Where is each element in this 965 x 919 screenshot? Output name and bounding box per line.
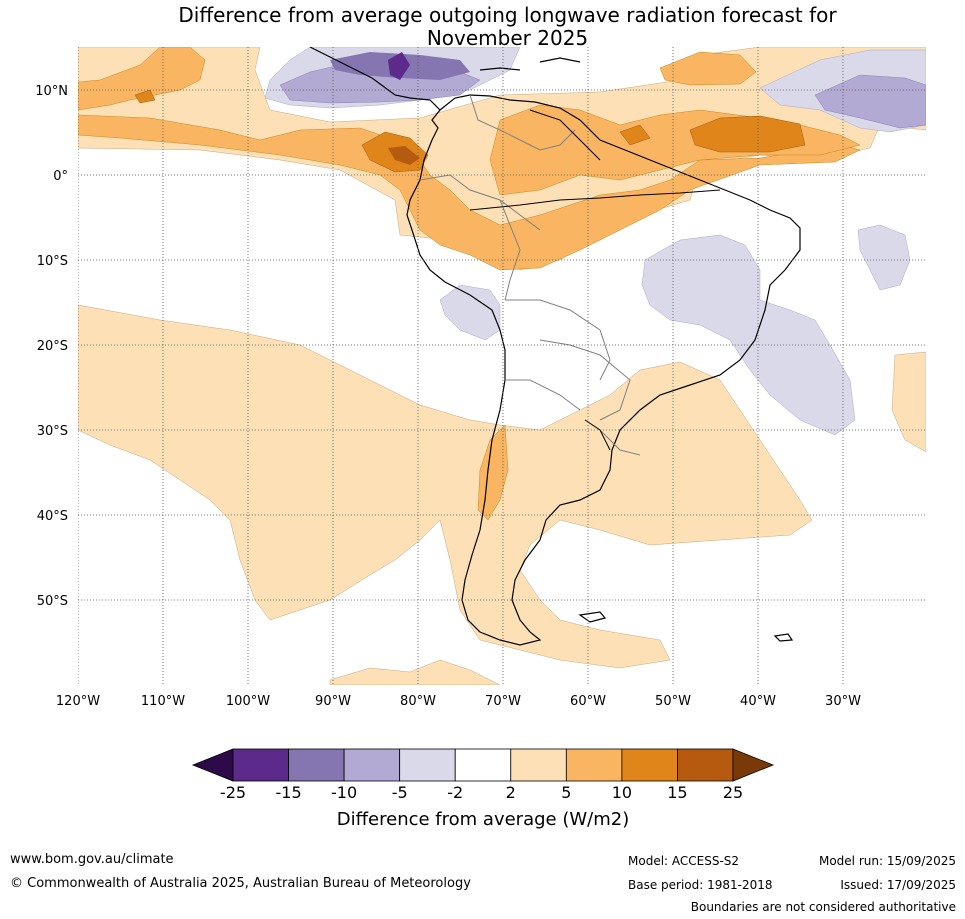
colorbar-arrow-min xyxy=(191,748,234,782)
lon-label: 100°W xyxy=(226,694,270,709)
lat-label: 30°S xyxy=(37,424,68,439)
title-line-1: Difference from average outgoing longwav… xyxy=(178,3,837,27)
lon-label: 50°W xyxy=(655,694,691,709)
colorbar-tick-label: -15 xyxy=(275,783,301,802)
website-text: www.bom.gov.au/climate xyxy=(10,852,174,867)
colorbar-swatch xyxy=(677,748,734,782)
colorbar-tick-label: -2 xyxy=(447,783,463,802)
lat-label: 10°S xyxy=(37,254,68,269)
colorbar-tick-label: 2 xyxy=(506,783,516,802)
colorbar-tick-label: 25 xyxy=(723,783,743,802)
lon-label: 40°W xyxy=(740,694,776,709)
anomaly-neg-15-to-25 xyxy=(388,52,410,80)
coastlines xyxy=(309,47,801,646)
colorbar-swatch xyxy=(454,748,512,782)
issued-text: Issued: 17/09/2025 xyxy=(840,878,956,892)
model-run-text: Model run: 15/09/2025 xyxy=(818,854,956,868)
colorbar: -25 -15 -10 -5 -2 2 5 10 15 25 xyxy=(191,748,775,802)
colorbar-swatch xyxy=(399,748,456,782)
lon-label: 60°W xyxy=(570,694,606,709)
colorbar-swatch xyxy=(621,748,678,782)
lon-label: 80°W xyxy=(400,694,436,709)
colorbar-title: Difference from average (W/m2) xyxy=(337,809,629,830)
colorbar-tick-label: -25 xyxy=(220,783,246,802)
graticule xyxy=(78,47,926,685)
lat-label: 20°S xyxy=(37,339,68,354)
colorbar-tick-label: -5 xyxy=(392,783,408,802)
lon-label: 120°W xyxy=(56,694,100,709)
colorbar-arrow-max xyxy=(732,748,775,782)
map-title: Difference from average outgoing longwav… xyxy=(0,4,965,50)
model-text: Model: ACCESS-S2 xyxy=(628,854,740,868)
lat-label: 50°S xyxy=(37,594,68,609)
colorbar-tick-label: 5 xyxy=(561,783,571,802)
lat-label: 40°S xyxy=(37,509,68,524)
copyright-text: © Commonwealth of Australia 2025, Austra… xyxy=(10,876,471,891)
colorbar-swatch xyxy=(510,748,567,782)
base-period-text: Base period: 1981-2018 xyxy=(628,878,773,892)
lat-label: 10°N xyxy=(35,84,68,99)
anomaly-15-to-25 xyxy=(388,146,420,165)
lon-label: 90°W xyxy=(315,694,351,709)
colorbar-tick-label: 10 xyxy=(612,783,632,802)
title-line-2: November 2025 xyxy=(426,26,589,50)
country-borders xyxy=(419,94,641,456)
map-plot-area xyxy=(78,47,926,685)
disclaimer-text: Boundaries are not considered authoritat… xyxy=(690,900,956,914)
lat-label: 0° xyxy=(53,169,68,184)
lon-label: 70°W xyxy=(485,694,521,709)
lon-label: 30°W xyxy=(825,694,861,709)
colorbar-swatch xyxy=(343,748,401,782)
colorbar-swatch xyxy=(565,748,623,782)
colorbar-swatch xyxy=(288,748,345,782)
lon-label: 110°W xyxy=(141,694,185,709)
longitude-labels: 120°W 110°W 100°W 90°W 80°W 70°W 60°W 50… xyxy=(56,694,861,709)
colorbar-swatch xyxy=(232,748,289,782)
latitude-labels: 10°N 0° 10°S 20°S 30°S 40°S 50°S xyxy=(35,84,68,609)
colorbar-tick-label: -10 xyxy=(331,783,357,802)
colorbar-tick-label: 15 xyxy=(667,783,687,802)
